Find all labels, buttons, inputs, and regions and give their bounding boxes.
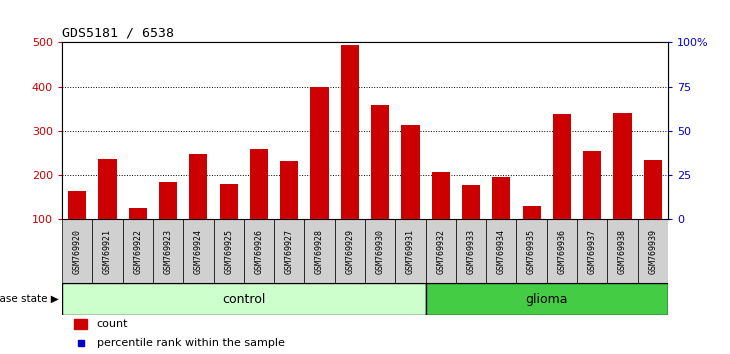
Bar <box>128 207 147 219</box>
Text: GSM769925: GSM769925 <box>224 229 233 274</box>
Bar <box>250 149 268 219</box>
Text: GSM769934: GSM769934 <box>497 229 506 274</box>
Text: GSM769927: GSM769927 <box>285 229 293 274</box>
Bar <box>371 105 389 219</box>
Text: GSM769935: GSM769935 <box>527 229 536 274</box>
Text: glioma: glioma <box>526 293 568 306</box>
Bar <box>68 191 86 219</box>
Bar <box>99 159 117 219</box>
Text: GSM769936: GSM769936 <box>558 229 566 274</box>
Text: GSM769922: GSM769922 <box>134 229 142 274</box>
Bar <box>607 219 638 283</box>
Text: control: control <box>222 293 266 306</box>
Bar <box>396 219 426 283</box>
Bar <box>638 219 668 283</box>
Bar <box>456 219 486 283</box>
Bar <box>244 219 274 283</box>
Bar <box>153 219 183 283</box>
Text: GSM769928: GSM769928 <box>315 229 324 274</box>
Text: GSM769937: GSM769937 <box>588 229 596 274</box>
Bar <box>335 219 365 283</box>
Bar <box>310 87 328 219</box>
Bar <box>123 219 153 283</box>
Text: GDS5181 / 6538: GDS5181 / 6538 <box>62 27 174 40</box>
Bar <box>644 160 662 219</box>
Text: GSM769939: GSM769939 <box>648 229 657 274</box>
Text: GSM769938: GSM769938 <box>618 229 627 274</box>
Bar <box>189 154 207 219</box>
Text: GSM769923: GSM769923 <box>164 229 172 274</box>
Bar <box>462 185 480 219</box>
Text: GSM769932: GSM769932 <box>437 229 445 274</box>
Text: GSM769933: GSM769933 <box>466 229 475 274</box>
Bar <box>274 219 304 283</box>
Bar <box>93 219 123 283</box>
Bar <box>431 172 450 219</box>
Text: GSM769929: GSM769929 <box>345 229 354 274</box>
Bar <box>214 219 244 283</box>
Bar <box>74 319 88 329</box>
Bar <box>365 219 396 283</box>
Text: GSM769926: GSM769926 <box>255 229 264 274</box>
Bar <box>577 219 607 283</box>
Bar <box>553 114 571 219</box>
Bar <box>492 177 510 219</box>
Bar <box>613 113 631 219</box>
Text: GSM769920: GSM769920 <box>73 229 82 274</box>
Text: GSM769931: GSM769931 <box>406 229 415 274</box>
Bar <box>486 219 517 283</box>
Bar <box>517 219 547 283</box>
Bar <box>220 184 238 219</box>
Bar <box>426 283 668 315</box>
Bar <box>426 219 456 283</box>
Bar <box>583 151 602 219</box>
Bar <box>523 206 541 219</box>
Text: count: count <box>96 319 128 329</box>
Bar <box>547 219 577 283</box>
Bar <box>341 45 359 219</box>
Bar <box>159 182 177 219</box>
Text: GSM769924: GSM769924 <box>194 229 203 274</box>
Text: disease state ▶: disease state ▶ <box>0 294 58 304</box>
Text: GSM769930: GSM769930 <box>376 229 385 274</box>
Text: GSM769921: GSM769921 <box>103 229 112 274</box>
Bar <box>62 219 93 283</box>
Bar <box>402 125 420 219</box>
Bar <box>62 283 426 315</box>
Bar <box>280 161 299 219</box>
Bar <box>304 219 335 283</box>
Bar <box>183 219 214 283</box>
Text: percentile rank within the sample: percentile rank within the sample <box>96 338 285 348</box>
